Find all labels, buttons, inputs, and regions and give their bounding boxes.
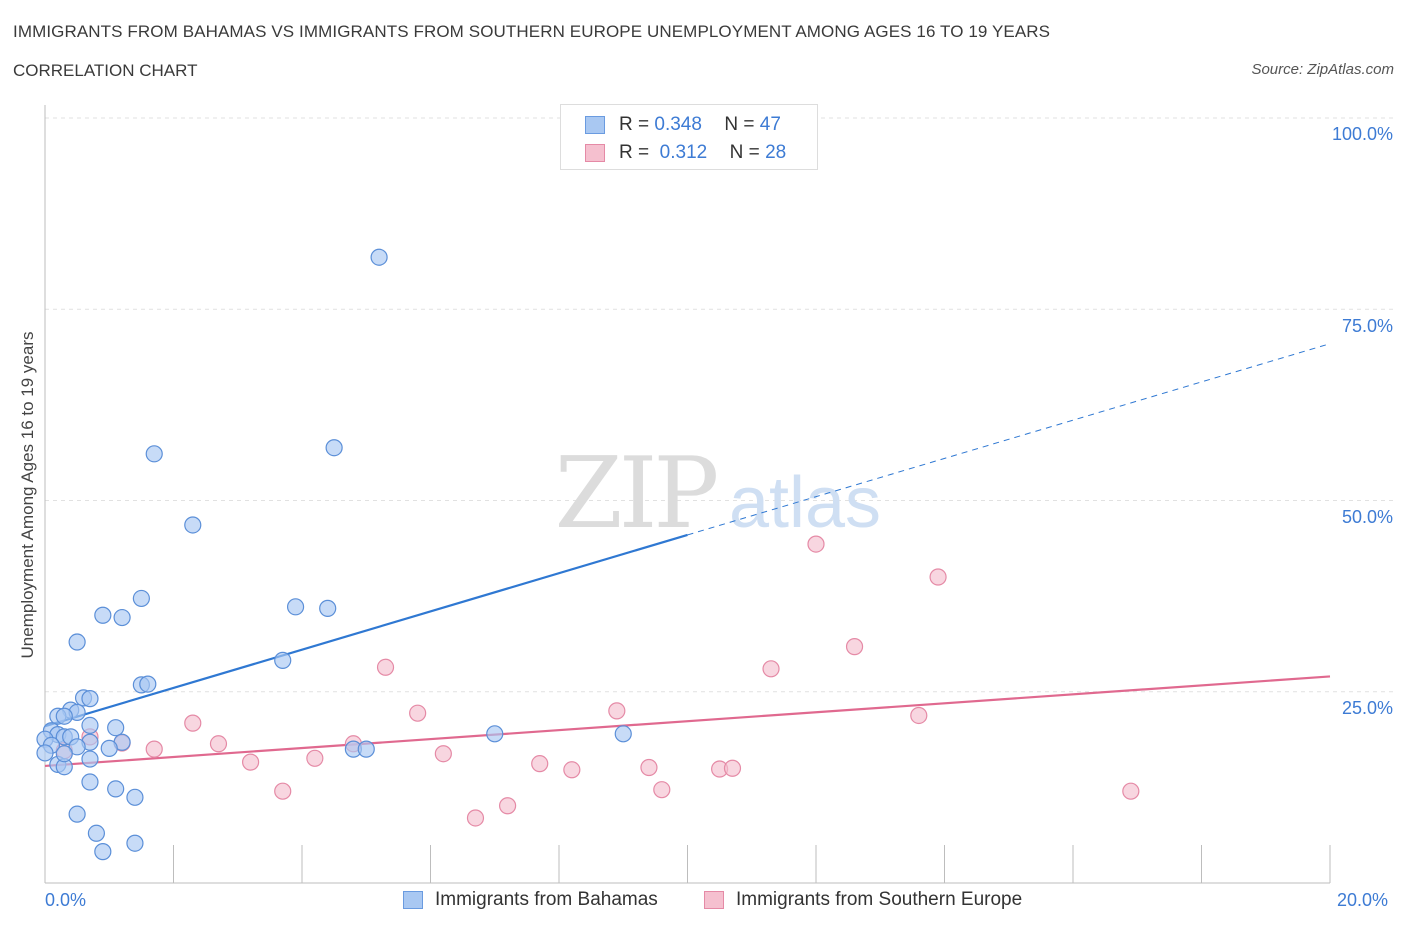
point-bahamas xyxy=(145,445,163,463)
n-value: 47 xyxy=(759,114,781,135)
watermark-zip: ZIP xyxy=(555,437,717,551)
trend-line-southern-europe xyxy=(44,675,1331,768)
point-bahamas xyxy=(370,248,388,266)
point-bahamas xyxy=(486,725,504,743)
data-points xyxy=(36,248,1140,861)
point-southern-europe xyxy=(466,809,485,827)
point-bahamas xyxy=(81,716,99,735)
r-label: R = xyxy=(619,142,650,163)
point-southern-europe xyxy=(723,759,742,777)
trend-line-bahamas-projection xyxy=(687,343,1331,536)
point-bahamas xyxy=(55,745,73,763)
point-bahamas xyxy=(132,589,150,608)
point-southern-europe xyxy=(929,568,947,586)
point-southern-europe xyxy=(640,758,658,777)
stats-legend: R = 0.348 N = 47 R = 0.312 N = 28 xyxy=(560,104,818,170)
point-southern-europe xyxy=(845,638,864,656)
point-bahamas xyxy=(107,719,125,737)
point-southern-europe xyxy=(499,797,517,815)
point-southern-europe xyxy=(184,714,202,732)
point-bahamas xyxy=(126,788,144,806)
point-bahamas xyxy=(286,598,305,616)
n-value: 28 xyxy=(765,142,787,163)
point-southern-europe xyxy=(563,761,581,779)
point-bahamas xyxy=(139,675,157,693)
point-bahamas xyxy=(357,740,375,758)
point-southern-europe xyxy=(608,702,626,720)
point-southern-europe xyxy=(209,735,228,753)
y-tick-label-75: 75.0% xyxy=(1341,316,1393,336)
legend-label-southern-europe: Immigrants from Southern Europe xyxy=(736,889,1023,910)
trend-line-bahamas xyxy=(44,533,688,728)
point-southern-europe xyxy=(306,749,324,767)
r-value: 0.312 xyxy=(659,142,708,163)
point-bahamas xyxy=(184,516,202,534)
y-tick-label-100: 100.0% xyxy=(1331,124,1393,144)
point-bahamas xyxy=(100,739,118,757)
point-bahamas xyxy=(94,606,112,624)
stats-row-bahamas: R = 0.348 N = 47 xyxy=(585,113,781,137)
point-bahamas xyxy=(81,773,99,791)
point-southern-europe xyxy=(1122,782,1140,800)
legend-label-bahamas: Immigrants from Bahamas xyxy=(435,889,658,910)
r-label: R = xyxy=(619,114,650,135)
point-bahamas xyxy=(55,707,73,725)
n-label: N = xyxy=(729,142,760,163)
watermark-atlas: atlas xyxy=(729,463,881,543)
point-southern-europe xyxy=(653,781,671,799)
point-southern-europe xyxy=(807,535,825,553)
point-bahamas xyxy=(36,744,54,762)
chart-title: IMMIGRANTS FROM BAHAMAS VS IMMIGRANTS FR… xyxy=(13,22,1051,41)
r-value: 0.348 xyxy=(654,114,702,135)
point-bahamas xyxy=(68,805,86,823)
point-bahamas xyxy=(87,824,106,842)
point-bahamas xyxy=(107,780,125,798)
point-bahamas xyxy=(325,439,343,457)
legend-swatch-blue xyxy=(585,116,605,134)
point-bahamas xyxy=(81,750,99,768)
point-southern-europe xyxy=(910,706,928,725)
point-bahamas xyxy=(274,651,292,669)
stats-row-southern-europe: R = 0.312 N = 28 xyxy=(585,141,786,165)
y-tick-label-25: 25.0% xyxy=(1341,698,1393,718)
point-southern-europe xyxy=(274,782,292,800)
n-label: N = xyxy=(724,114,755,135)
legend-item-southern-europe: Immigrants from Southern Europe xyxy=(704,889,1022,911)
trend-lines xyxy=(44,343,1331,768)
point-southern-europe xyxy=(531,755,549,773)
source-credit: Source: ZipAtlas.com xyxy=(1251,61,1394,78)
legend-item-bahamas: Immigrants from Bahamas xyxy=(403,889,658,911)
watermark: ZIP atlas xyxy=(555,437,881,551)
point-bahamas xyxy=(614,725,632,743)
legend-swatch-pink xyxy=(704,891,724,909)
point-southern-europe xyxy=(242,753,260,771)
point-southern-europe xyxy=(409,704,427,722)
point-bahamas xyxy=(113,608,131,627)
point-southern-europe xyxy=(145,740,163,758)
point-southern-europe xyxy=(376,658,395,676)
point-bahamas xyxy=(94,843,112,861)
legend-swatch-pink xyxy=(585,144,605,162)
chart-subtitle: CORRELATION CHART xyxy=(13,61,198,80)
point-bahamas xyxy=(68,633,86,651)
y-tick-label-50: 50.0% xyxy=(1341,507,1393,527)
point-southern-europe xyxy=(762,660,780,678)
gridlines xyxy=(45,117,1393,693)
point-bahamas xyxy=(319,599,337,617)
x-tick-label-max: 20.0% xyxy=(1337,890,1389,910)
x-tick-label-min: 0.0% xyxy=(45,890,87,910)
point-bahamas xyxy=(126,834,144,852)
point-southern-europe xyxy=(434,745,452,763)
point-bahamas xyxy=(81,690,99,708)
legend-swatch-blue xyxy=(403,891,423,909)
